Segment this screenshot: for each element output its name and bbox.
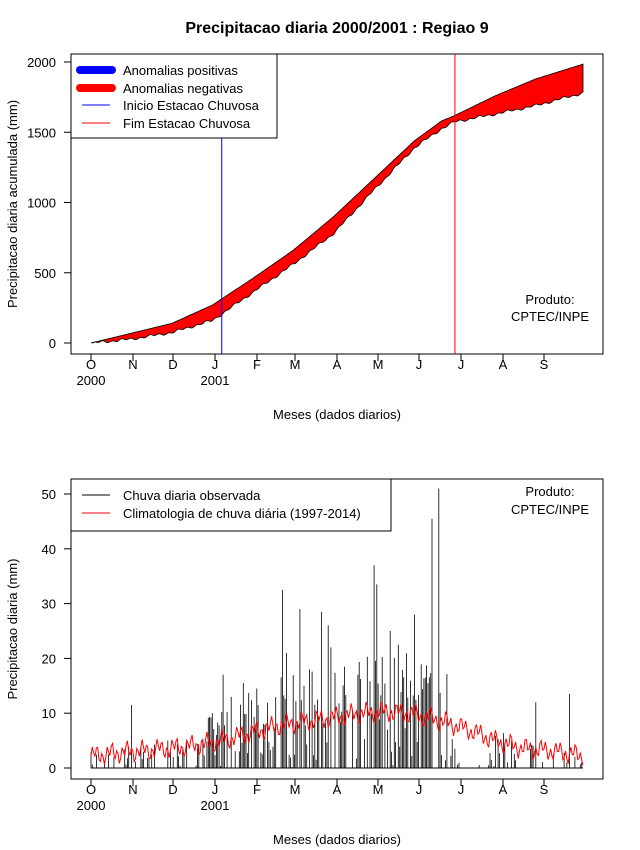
y-tick-label: 30	[42, 597, 56, 612]
daily-panel: 0 10 20 30 40 50 O N D J F M A M J J A S 2000 2001 Precipi…	[5, 478, 604, 847]
x-axis: O N D J F M A M J J A S 2000 2001	[77, 779, 549, 813]
x-tick-label: J	[212, 357, 219, 372]
x-tick-label: J	[212, 782, 219, 797]
legend-label-observed: Chuva diaria observada	[123, 488, 261, 503]
y-axis: 0 500 1000 1500 2000	[27, 55, 71, 351]
product-annotation: Produto:	[525, 484, 574, 499]
x-tick-label: F	[253, 782, 261, 797]
y-tick-label: 0	[49, 336, 56, 351]
x-tick-label: A	[499, 782, 508, 797]
legend-label-negative: Anomalias negativas	[123, 81, 243, 96]
y-axis: 0 10 20 30 40 50	[42, 487, 71, 776]
x-tick-label: S	[540, 357, 549, 372]
x-tick-label: O	[86, 357, 96, 372]
x-year-label: 2000	[77, 798, 106, 813]
anomaly-band-layer	[90, 63, 584, 344]
x-tick-label: J	[458, 357, 465, 372]
x-tick-label: O	[86, 782, 96, 797]
figure-title: Precipitacao diaria 2000/2001 : Regiao 9	[185, 20, 488, 37]
x-tick-label: J	[416, 357, 423, 372]
x-tick-label: J	[458, 782, 465, 797]
climatology-line	[90, 701, 584, 766]
x-tick-label: M	[373, 357, 384, 372]
legend: Chuva diaria observada Climatologia de c…	[70, 478, 392, 532]
product-annotation-source: CPTEC/INPE	[511, 502, 589, 517]
x-tick-label: J	[416, 782, 423, 797]
legend: Anomalias positivas Anomalias negativas …	[70, 53, 278, 139]
x-year-label: 2000	[77, 373, 106, 388]
x-year-label: 2001	[201, 373, 230, 388]
y-tick-label: 20	[42, 651, 56, 666]
y-axis-label: Precipitacao diaria acumulada (mm)	[5, 100, 20, 308]
x-tick-label: A	[333, 782, 342, 797]
x-tick-label: F	[253, 357, 261, 372]
y-tick-label: 0	[49, 761, 56, 776]
x-tick-label: M	[373, 782, 384, 797]
x-axis: O N D J F M A M J J A S 2000 2001	[77, 354, 549, 388]
legend-label-end: Fim Estacao Chuvosa	[123, 116, 251, 131]
legend-label-onset: Inicio Estacao Chuvosa	[123, 98, 260, 113]
y-tick-label: 500	[34, 266, 56, 281]
negative-anomaly-band	[90, 63, 584, 344]
cumulative-panel: 0 500 1000 1500 2000 O N D J F M A M J J A S 2000 2001 Pr…	[5, 53, 604, 422]
y-tick-label: 40	[42, 542, 56, 557]
observed-bars-layer	[90, 488, 583, 769]
legend-label-climatology: Climatologia de chuva diária (1997-2014)	[123, 506, 361, 521]
legend-label-positive: Anomalias positivas	[123, 63, 238, 78]
x-tick-label: M	[290, 357, 301, 372]
product-annotation-source: CPTEC/INPE	[511, 309, 589, 324]
x-tick-label: A	[499, 357, 508, 372]
y-axis-label: Precipitacao diaria (mm)	[5, 559, 20, 700]
x-tick-label: M	[290, 782, 301, 797]
y-tick-label: 2000	[27, 55, 56, 70]
x-tick-label: D	[168, 357, 177, 372]
y-tick-label: 1500	[27, 125, 56, 140]
y-tick-label: 10	[42, 706, 56, 721]
legend-box	[70, 478, 392, 532]
x-axis-label: Meses (dados diarios)	[273, 407, 401, 422]
y-tick-label: 50	[42, 487, 56, 502]
x-tick-label: S	[540, 782, 549, 797]
product-annotation: Produto:	[525, 292, 574, 307]
x-year-label: 2001	[201, 798, 230, 813]
x-tick-label: A	[333, 357, 342, 372]
x-axis-label: Meses (dados diarios)	[273, 832, 401, 847]
x-tick-label: N	[128, 357, 137, 372]
x-tick-label: D	[168, 782, 177, 797]
climatology-line-layer	[90, 701, 584, 766]
x-tick-label: N	[128, 782, 137, 797]
y-tick-label: 1000	[27, 196, 56, 211]
